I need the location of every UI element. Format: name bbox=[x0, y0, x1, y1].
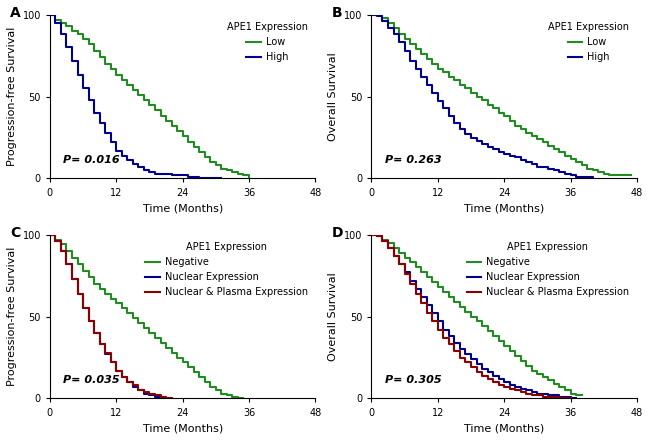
Legend: Low, High: Low, High bbox=[545, 19, 632, 65]
X-axis label: Time (Months): Time (Months) bbox=[464, 203, 544, 213]
Text: P= 0.035: P= 0.035 bbox=[63, 375, 120, 385]
Y-axis label: Progression-free Survival: Progression-free Survival bbox=[7, 247, 17, 386]
X-axis label: Time (Months): Time (Months) bbox=[142, 423, 223, 433]
Text: P= 0.016: P= 0.016 bbox=[63, 155, 120, 165]
Legend: Negative, Nuclear Expression, Nuclear & Plasma Expression: Negative, Nuclear Expression, Nuclear & … bbox=[142, 239, 311, 300]
Text: B: B bbox=[332, 7, 343, 20]
X-axis label: Time (Months): Time (Months) bbox=[142, 203, 223, 213]
Text: C: C bbox=[10, 227, 20, 240]
X-axis label: Time (Months): Time (Months) bbox=[464, 423, 544, 433]
Legend: Negative, Nuclear Expression, Nuclear & Plasma Expression: Negative, Nuclear Expression, Nuclear & … bbox=[463, 239, 632, 300]
Text: A: A bbox=[10, 7, 21, 20]
Text: P= 0.263: P= 0.263 bbox=[385, 155, 441, 165]
Text: D: D bbox=[332, 227, 343, 240]
Y-axis label: Progression-free Survival: Progression-free Survival bbox=[7, 27, 17, 166]
Text: P= 0.305: P= 0.305 bbox=[385, 375, 441, 385]
Y-axis label: Overall Survival: Overall Survival bbox=[328, 272, 339, 361]
Legend: Low, High: Low, High bbox=[224, 19, 311, 65]
Y-axis label: Overall Survival: Overall Survival bbox=[328, 52, 339, 141]
